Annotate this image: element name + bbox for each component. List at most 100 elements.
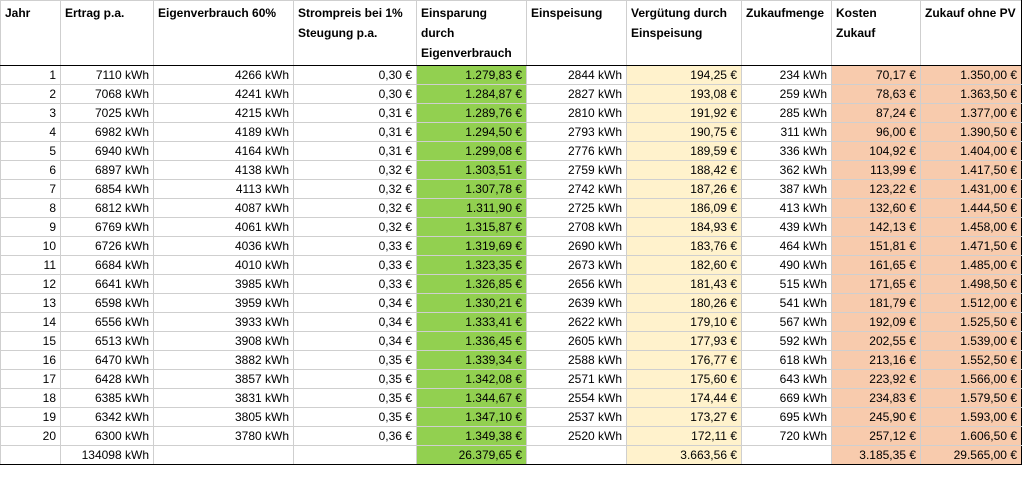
- cell-jahr[interactable]: 16: [0, 350, 61, 370]
- cell-zukaufmenge[interactable]: 259 kWh: [741, 84, 832, 104]
- cell-zukauf-ohne-pv[interactable]: 1.377,00 €: [920, 103, 1022, 123]
- cell-jahr[interactable]: 12: [0, 274, 61, 294]
- total-cell-einspeisung[interactable]: [526, 445, 627, 465]
- cell-verguetung[interactable]: 174,44 €: [626, 388, 742, 408]
- cell-einsparung[interactable]: 1.323,35 €: [416, 255, 527, 275]
- cell-jahr[interactable]: 19: [0, 407, 61, 427]
- cell-ertrag[interactable]: 6684 kWh: [60, 255, 154, 275]
- cell-zukaufmenge[interactable]: 234 kWh: [741, 65, 832, 85]
- header-cell-einspeisung[interactable]: Einspeisung: [526, 0, 627, 66]
- total-cell-zukaufmenge[interactable]: [741, 445, 832, 465]
- cell-kosten-zukauf[interactable]: 245,90 €: [831, 407, 921, 427]
- cell-einspeisung[interactable]: 2690 kWh: [526, 236, 627, 256]
- cell-einspeisung[interactable]: 2725 kWh: [526, 198, 627, 218]
- cell-zukaufmenge[interactable]: 720 kWh: [741, 426, 832, 446]
- cell-zukauf-ohne-pv[interactable]: 1.606,50 €: [920, 426, 1022, 446]
- cell-strompreis[interactable]: 0,35 €: [293, 350, 417, 370]
- cell-zukaufmenge[interactable]: 592 kWh: [741, 331, 832, 351]
- cell-zukaufmenge[interactable]: 285 kWh: [741, 103, 832, 123]
- cell-strompreis[interactable]: 0,34 €: [293, 331, 417, 351]
- cell-ertrag[interactable]: 7068 kWh: [60, 84, 154, 104]
- cell-ertrag[interactable]: 6769 kWh: [60, 217, 154, 237]
- cell-einsparung[interactable]: 1.299,08 €: [416, 141, 527, 161]
- cell-verguetung[interactable]: 179,10 €: [626, 312, 742, 332]
- cell-zukaufmenge[interactable]: 362 kWh: [741, 160, 832, 180]
- total-cell-verguetung[interactable]: 3.663,56 €: [626, 445, 742, 465]
- cell-einsparung[interactable]: 1.289,76 €: [416, 103, 527, 123]
- cell-kosten-zukauf[interactable]: 113,99 €: [831, 160, 921, 180]
- cell-verguetung[interactable]: 177,93 €: [626, 331, 742, 351]
- cell-strompreis[interactable]: 0,30 €: [293, 84, 417, 104]
- cell-verguetung[interactable]: 173,27 €: [626, 407, 742, 427]
- cell-ertrag[interactable]: 6385 kWh: [60, 388, 154, 408]
- cell-eigenverbrauch[interactable]: 4010 kWh: [153, 255, 294, 275]
- cell-einsparung[interactable]: 1.336,45 €: [416, 331, 527, 351]
- cell-zukaufmenge[interactable]: 695 kWh: [741, 407, 832, 427]
- cell-ertrag[interactable]: 6641 kWh: [60, 274, 154, 294]
- cell-ertrag[interactable]: 6556 kWh: [60, 312, 154, 332]
- cell-einsparung[interactable]: 1.294,50 €: [416, 122, 527, 142]
- cell-eigenverbrauch[interactable]: 4087 kWh: [153, 198, 294, 218]
- cell-verguetung[interactable]: 189,59 €: [626, 141, 742, 161]
- cell-einsparung[interactable]: 1.333,41 €: [416, 312, 527, 332]
- cell-eigenverbrauch[interactable]: 3882 kWh: [153, 350, 294, 370]
- cell-einsparung[interactable]: 1.347,10 €: [416, 407, 527, 427]
- cell-eigenverbrauch[interactable]: 4138 kWh: [153, 160, 294, 180]
- cell-zukaufmenge[interactable]: 311 kWh: [741, 122, 832, 142]
- cell-jahr[interactable]: 11: [0, 255, 61, 275]
- cell-verguetung[interactable]: 182,60 €: [626, 255, 742, 275]
- cell-kosten-zukauf[interactable]: 192,09 €: [831, 312, 921, 332]
- cell-strompreis[interactable]: 0,33 €: [293, 255, 417, 275]
- cell-ertrag[interactable]: 6940 kWh: [60, 141, 154, 161]
- cell-strompreis[interactable]: 0,35 €: [293, 369, 417, 389]
- cell-kosten-zukauf[interactable]: 96,00 €: [831, 122, 921, 142]
- cell-jahr[interactable]: 3: [0, 103, 61, 123]
- cell-zukauf-ohne-pv[interactable]: 1.593,00 €: [920, 407, 1022, 427]
- cell-einspeisung[interactable]: 2844 kWh: [526, 65, 627, 85]
- cell-einspeisung[interactable]: 2639 kWh: [526, 293, 627, 313]
- cell-jahr[interactable]: 4: [0, 122, 61, 142]
- header-cell-strompreis[interactable]: Strompreis bei 1% Steugung p.a.: [293, 0, 417, 66]
- cell-strompreis[interactable]: 0,31 €: [293, 103, 417, 123]
- cell-einspeisung[interactable]: 2571 kWh: [526, 369, 627, 389]
- cell-kosten-zukauf[interactable]: 132,60 €: [831, 198, 921, 218]
- cell-zukauf-ohne-pv[interactable]: 1.485,00 €: [920, 255, 1022, 275]
- cell-jahr[interactable]: 14: [0, 312, 61, 332]
- total-cell-einsparung[interactable]: 26.379,65 €: [416, 445, 527, 465]
- cell-strompreis[interactable]: 0,34 €: [293, 312, 417, 332]
- cell-zukaufmenge[interactable]: 464 kWh: [741, 236, 832, 256]
- header-cell-eigenverbrauch[interactable]: Eigenverbrauch 60%: [153, 0, 294, 66]
- cell-zukaufmenge[interactable]: 336 kWh: [741, 141, 832, 161]
- cell-zukaufmenge[interactable]: 413 kWh: [741, 198, 832, 218]
- cell-kosten-zukauf[interactable]: 104,92 €: [831, 141, 921, 161]
- cell-zukauf-ohne-pv[interactable]: 1.404,00 €: [920, 141, 1022, 161]
- cell-jahr[interactable]: 15: [0, 331, 61, 351]
- cell-strompreis[interactable]: 0,32 €: [293, 160, 417, 180]
- cell-kosten-zukauf[interactable]: 234,83 €: [831, 388, 921, 408]
- cell-strompreis[interactable]: 0,32 €: [293, 217, 417, 237]
- total-cell-eigenverbrauch[interactable]: [153, 445, 294, 465]
- cell-einspeisung[interactable]: 2520 kWh: [526, 426, 627, 446]
- cell-ertrag[interactable]: 6726 kWh: [60, 236, 154, 256]
- header-cell-verguetung[interactable]: Vergütung durch Einspeisung: [626, 0, 742, 66]
- cell-einspeisung[interactable]: 2605 kWh: [526, 331, 627, 351]
- cell-einsparung[interactable]: 1.307,78 €: [416, 179, 527, 199]
- cell-zukaufmenge[interactable]: 643 kWh: [741, 369, 832, 389]
- cell-ertrag[interactable]: 7025 kWh: [60, 103, 154, 123]
- cell-eigenverbrauch[interactable]: 4036 kWh: [153, 236, 294, 256]
- cell-zukauf-ohne-pv[interactable]: 1.552,50 €: [920, 350, 1022, 370]
- cell-einspeisung[interactable]: 2776 kWh: [526, 141, 627, 161]
- header-cell-jahr[interactable]: Jahr: [0, 0, 61, 66]
- cell-jahr[interactable]: 5: [0, 141, 61, 161]
- cell-ertrag[interactable]: 6428 kWh: [60, 369, 154, 389]
- cell-einspeisung[interactable]: 2554 kWh: [526, 388, 627, 408]
- cell-einspeisung[interactable]: 2793 kWh: [526, 122, 627, 142]
- cell-kosten-zukauf[interactable]: 223,92 €: [831, 369, 921, 389]
- cell-kosten-zukauf[interactable]: 123,22 €: [831, 179, 921, 199]
- cell-zukaufmenge[interactable]: 387 kWh: [741, 179, 832, 199]
- cell-zukauf-ohne-pv[interactable]: 1.458,00 €: [920, 217, 1022, 237]
- cell-kosten-zukauf[interactable]: 87,24 €: [831, 103, 921, 123]
- cell-jahr[interactable]: 7: [0, 179, 61, 199]
- cell-verguetung[interactable]: 180,26 €: [626, 293, 742, 313]
- cell-kosten-zukauf[interactable]: 202,55 €: [831, 331, 921, 351]
